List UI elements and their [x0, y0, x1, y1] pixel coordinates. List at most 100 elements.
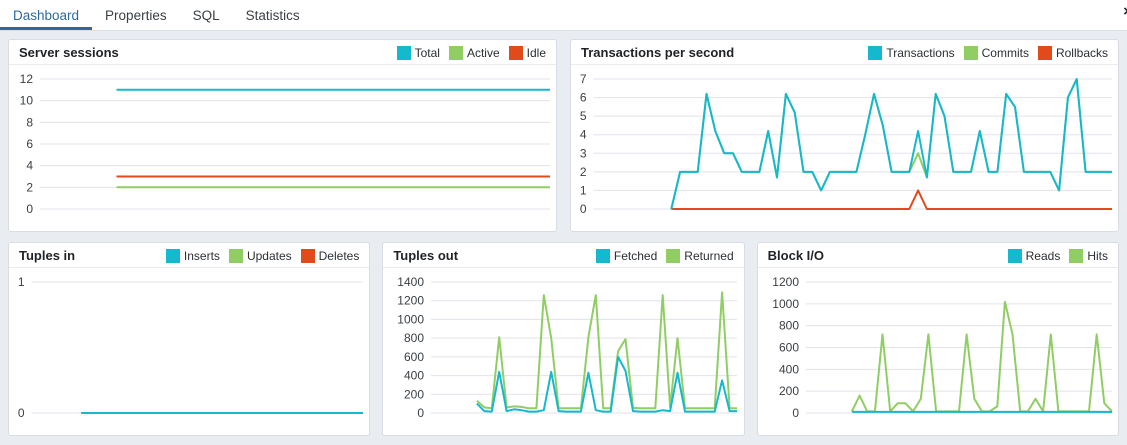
panel-title-tuples-in: Tuples in — [19, 248, 76, 263]
svg-text:2: 2 — [580, 165, 587, 179]
tab-properties[interactable]: Properties — [92, 0, 180, 30]
svg-text:600: 600 — [779, 341, 799, 355]
legend-label-total: Total — [414, 45, 440, 60]
legend-label-idle: Idle — [526, 45, 546, 60]
legend-item-hits: Hits — [1069, 248, 1108, 263]
svg-text:0: 0 — [792, 406, 799, 420]
svg-text:6: 6 — [26, 137, 33, 151]
svg-text:800: 800 — [779, 319, 799, 333]
legend-swatch-deletes — [300, 248, 315, 263]
legend-item-total: Total — [396, 45, 440, 60]
svg-text:1200: 1200 — [398, 294, 425, 308]
legend-item-fetched: Fetched — [595, 248, 658, 263]
panel-transactions-per-second: Transactions per second Transactions Com… — [570, 39, 1119, 232]
tuples-out-chart: 0 200 400 600 800 1000 1200 1400 — [383, 268, 743, 435]
tab-dashboard[interactable]: Dashboard — [0, 0, 93, 30]
svg-text:1000: 1000 — [398, 312, 425, 326]
block-io-chart: 0 200 400 600 800 1000 1200 — [758, 268, 1118, 435]
tab-bar: Dashboard Properties SQL Statistics × — [0, 0, 1127, 31]
panel-title-server-sessions: Server sessions — [19, 45, 119, 60]
tab-properties-label: Properties — [105, 7, 167, 23]
legend-label-inserts: Inserts — [183, 248, 220, 263]
transactions-per-second-chart: 0 1 2 3 4 5 6 7 — [571, 65, 1118, 231]
panel-title-tuples-out: Tuples out — [393, 248, 459, 263]
legend-item-transactions: Transactions — [868, 45, 955, 60]
svg-text:0: 0 — [418, 406, 425, 420]
legend-label-transactions: Transactions — [886, 45, 955, 60]
legend-swatch-inserts — [165, 248, 180, 263]
svg-text:0: 0 — [18, 406, 25, 420]
server-sessions-chart: 0 2 4 6 8 10 12 — [9, 65, 556, 231]
legend-swatch-rollbacks — [1037, 45, 1052, 60]
legend-label-updates: Updates — [246, 248, 292, 263]
legend-label-deletes: Deletes — [318, 248, 360, 263]
panel-block-io: Block I/O Reads Hits 0 200 400 600 800 1000 12… — [756, 242, 1119, 436]
legend-label-hits: Hits — [1087, 248, 1108, 263]
legend-tuples-out: Fetched Returned — [595, 248, 734, 263]
tab-dashboard-label: Dashboard — [13, 7, 80, 23]
panel-title-block-io: Block I/O — [767, 248, 825, 263]
svg-text:1400: 1400 — [398, 275, 425, 289]
svg-text:200: 200 — [404, 387, 424, 401]
svg-text:400: 400 — [404, 369, 424, 383]
legend-swatch-hits — [1069, 248, 1084, 263]
legend-label-active: Active — [466, 45, 500, 60]
legend-server-sessions: Total Active Idle — [396, 45, 546, 60]
svg-text:0: 0 — [26, 202, 33, 216]
legend-item-active: Active — [448, 45, 500, 60]
legend-item-inserts: Inserts — [165, 248, 220, 263]
tab-statistics-label: Statistics — [245, 7, 300, 23]
svg-text:1000: 1000 — [772, 297, 799, 311]
legend-swatch-idle — [508, 45, 523, 60]
svg-text:600: 600 — [404, 350, 424, 364]
legend-item-commits: Commits — [963, 45, 1029, 60]
dashboard-content: Server sessions Total Active Idle 0 2 4 6 8 1… — [0, 31, 1127, 444]
svg-text:800: 800 — [404, 331, 424, 345]
legend-item-deletes: Deletes — [300, 248, 360, 263]
svg-text:4: 4 — [580, 128, 587, 142]
legend-item-reads: Reads — [1007, 248, 1061, 263]
legend-transactions: Transactions Commits Rollbacks — [868, 45, 1108, 60]
tab-sql-label: SQL — [192, 7, 220, 23]
panel-title-transactions: Transactions per second — [581, 45, 735, 60]
legend-swatch-updates — [228, 248, 243, 263]
legend-swatch-active — [448, 45, 463, 60]
svg-text:0: 0 — [580, 202, 587, 216]
legend-label-commits: Commits — [981, 45, 1029, 60]
legend-swatch-transactions — [868, 45, 883, 60]
svg-text:5: 5 — [580, 109, 587, 123]
legend-label-returned: Returned — [684, 248, 734, 263]
panel-server-sessions: Server sessions Total Active Idle 0 2 4 6 8 1… — [8, 39, 557, 232]
legend-item-returned: Returned — [666, 248, 734, 263]
svg-text:3: 3 — [580, 146, 587, 160]
legend-swatch-commits — [963, 45, 978, 60]
legend-item-idle: Idle — [508, 45, 546, 60]
svg-text:4: 4 — [26, 159, 33, 173]
svg-text:400: 400 — [779, 362, 799, 376]
svg-text:8: 8 — [26, 115, 33, 129]
svg-text:12: 12 — [20, 72, 34, 86]
tab-statistics[interactable]: Statistics — [233, 0, 313, 30]
legend-item-updates: Updates — [228, 248, 292, 263]
svg-text:10: 10 — [20, 94, 34, 108]
svg-text:200: 200 — [779, 384, 799, 398]
panel-tuples-out: Tuples out Fetched Returned 0 200 400 600 80… — [382, 242, 745, 436]
legend-swatch-total — [396, 45, 411, 60]
legend-label-reads: Reads — [1025, 248, 1061, 263]
legend-swatch-fetched — [595, 248, 610, 263]
legend-label-fetched: Fetched — [613, 248, 658, 263]
legend-swatch-reads — [1007, 248, 1022, 263]
svg-text:1: 1 — [580, 183, 587, 197]
legend-item-rollbacks: Rollbacks — [1037, 45, 1108, 60]
legend-block-io: Reads Hits — [1007, 248, 1108, 263]
legend-swatch-returned — [666, 248, 681, 263]
tab-sql[interactable]: SQL — [180, 0, 233, 30]
svg-text:7: 7 — [580, 72, 587, 86]
legend-label-rollbacks: Rollbacks — [1055, 45, 1108, 60]
svg-text:1: 1 — [18, 275, 25, 289]
legend-tuples-in: Inserts Updates Deletes — [165, 248, 360, 263]
close-icon[interactable]: × — [1123, 4, 1127, 19]
svg-text:6: 6 — [580, 91, 587, 105]
